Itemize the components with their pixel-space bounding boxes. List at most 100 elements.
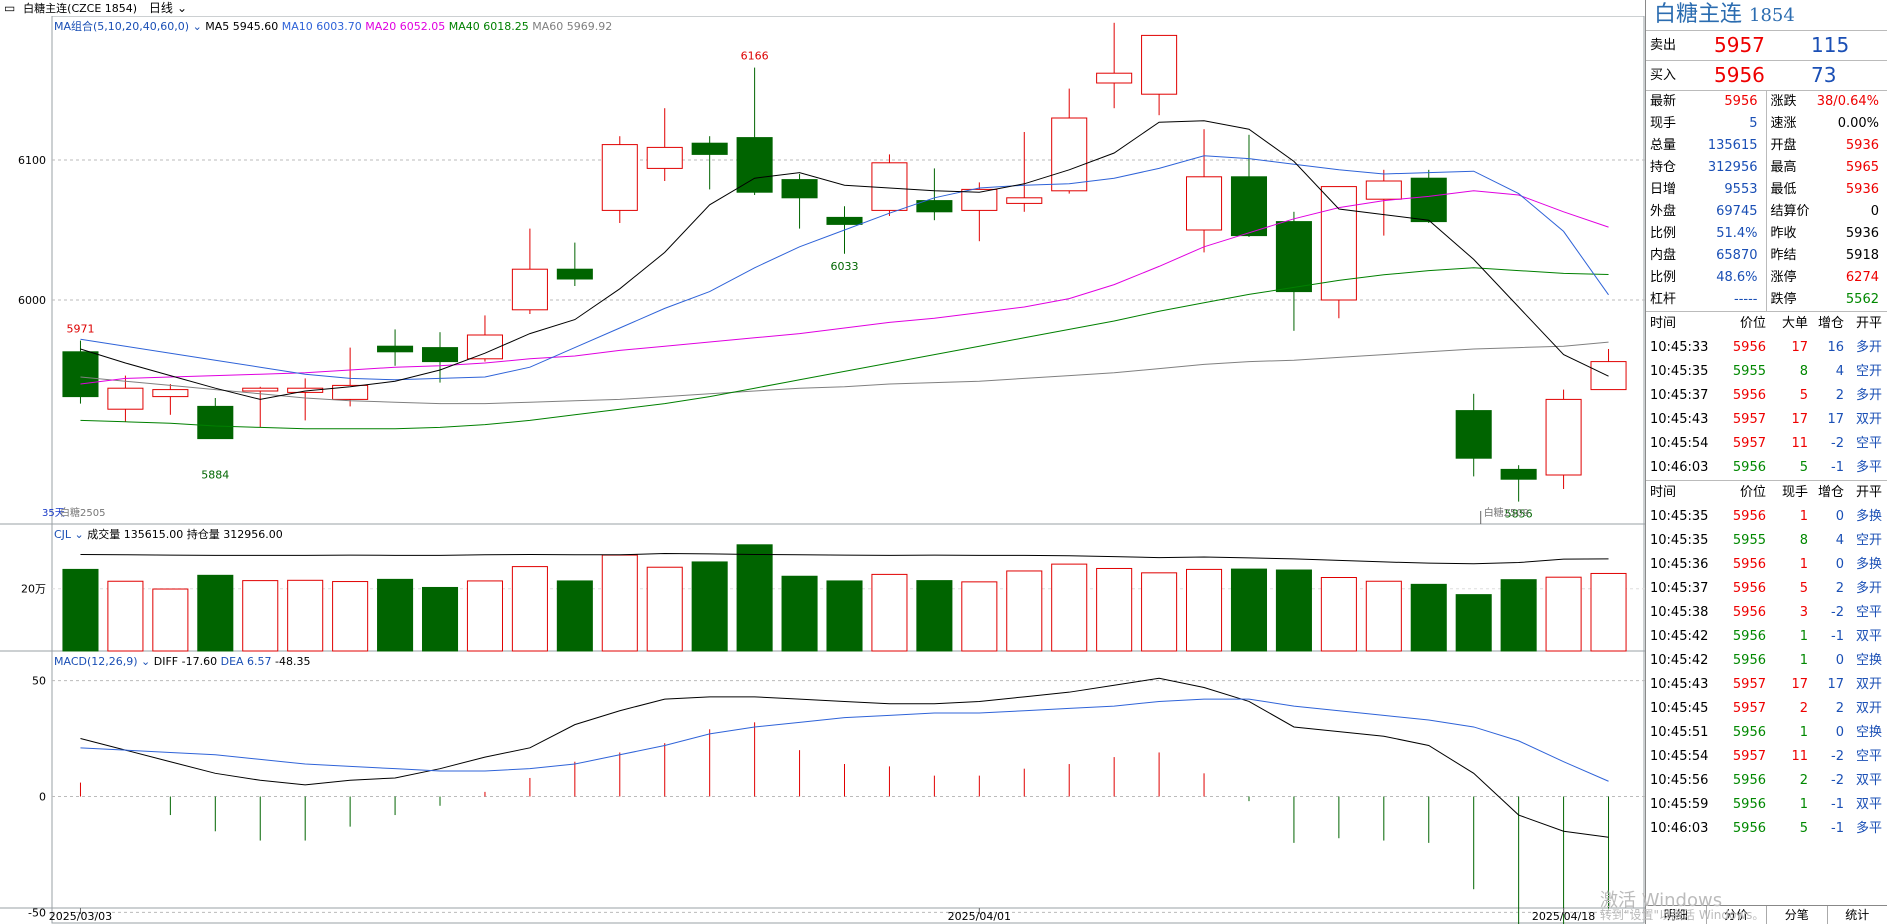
- candle-body: [1275, 221, 1312, 293]
- stat-cell: 最高 5965: [1767, 157, 1887, 179]
- volume-bar: [152, 588, 189, 652]
- candle-body: [242, 387, 279, 392]
- stat-value: 5562: [1845, 292, 1879, 307]
- trade-row: 10:46:03 5956 5 -1 多平: [1646, 456, 1887, 480]
- trade-table-header: 时间 价位 现手 增仓 开平: [1646, 480, 1887, 505]
- x-tick-label: 2025/03/03: [49, 910, 112, 923]
- trade-cell: 4: [1835, 533, 1844, 548]
- bid-row: 买入 5956 73: [1650, 63, 1837, 87]
- trade-cell: 5956: [1732, 629, 1766, 644]
- stat-cell: 总量 135615: [1646, 135, 1767, 157]
- trade-row: 10:45:54 5957 11 -2 空平: [1646, 432, 1887, 456]
- extreme-label: 5884: [201, 468, 229, 481]
- stat-label: 总量: [1650, 138, 1677, 153]
- candle-body: [1230, 176, 1268, 237]
- ma40-line: [80, 267, 1609, 430]
- stat-label: 比例: [1650, 226, 1677, 241]
- stat-cell: 昨结 5918: [1767, 245, 1887, 267]
- header-cell: 大单: [1781, 316, 1808, 331]
- stat-label: 速涨: [1770, 116, 1797, 131]
- stat-label: 最低: [1770, 182, 1797, 197]
- trade-cell: 多换: [1855, 557, 1882, 572]
- trade-cell: 8: [1799, 364, 1808, 379]
- trade-cell: 双平: [1855, 797, 1882, 812]
- trade-cell: 5956: [1732, 773, 1766, 788]
- volume-bar: [1455, 594, 1492, 652]
- trade-cell: 1: [1799, 629, 1808, 644]
- stat-label: 涨停: [1770, 270, 1797, 285]
- candle-body: [1590, 361, 1627, 391]
- trade-cell: 空平: [1855, 749, 1882, 764]
- ma5-line: [80, 120, 1609, 400]
- candle-body: [1365, 180, 1402, 200]
- stat-cell: 杠杆 -----: [1646, 289, 1767, 311]
- watermark-line1: 激活 Windows: [1600, 890, 1723, 911]
- stat-label: 外盘: [1650, 204, 1677, 219]
- trade-cell: 空平: [1855, 436, 1882, 451]
- trade-cell: 0: [1835, 557, 1844, 572]
- trade-cell: 空换: [1855, 653, 1882, 668]
- trade-cell: 2: [1835, 388, 1844, 403]
- candle-body: [1410, 177, 1447, 223]
- trade-cell: 10:45:35: [1650, 533, 1709, 548]
- trade-row: 10:45:35 5956 1 0 多换: [1646, 505, 1887, 529]
- trade-cell: 空开: [1855, 533, 1882, 548]
- macd-legend: MACD(12,26,9) ⌄ DIFF -17.60 DEA 6.57 -48…: [54, 655, 311, 668]
- volume-bar: [62, 568, 99, 652]
- stat-value: 48.6%: [1716, 270, 1758, 285]
- candle-body: [62, 351, 99, 398]
- volume-bar: [197, 574, 234, 652]
- candle-body: [916, 200, 953, 213]
- trade-cell: 10:45:51: [1650, 725, 1709, 740]
- tab-明细[interactable]: 明细: [1646, 906, 1707, 924]
- trade-cell: 5: [1799, 388, 1808, 403]
- stat-label: 昨结: [1770, 248, 1797, 263]
- trade-cell: 双开: [1855, 701, 1882, 716]
- stat-value: 5: [1749, 116, 1758, 131]
- trade-cell: -2: [1831, 436, 1844, 451]
- trade-cell: 5956: [1732, 821, 1766, 836]
- period-selector[interactable]: 日线 ⌄: [148, 1, 187, 15]
- tab-分价[interactable]: 分价: [1707, 906, 1767, 924]
- tab-统计[interactable]: 统计: [1828, 906, 1887, 924]
- trade-cell: 0: [1835, 509, 1844, 524]
- candle-body: [1455, 410, 1492, 459]
- kline-chart[interactable]: 6100 6000 20万 50 0 -50 5971 5884 6166 6033 6198 585…: [0, 16, 1645, 924]
- header-cell: 开平: [1855, 485, 1882, 500]
- candle-body: [826, 216, 863, 225]
- trade-cell: 10:45:36: [1650, 557, 1709, 572]
- volume-bar: [511, 566, 548, 652]
- trade-cell: 0: [1835, 725, 1844, 740]
- tab-分笔[interactable]: 分笔: [1767, 906, 1828, 924]
- trade-cell: 5956: [1732, 340, 1766, 355]
- volume-bar: [1096, 567, 1133, 652]
- candle-body: [601, 144, 638, 211]
- trade-row: 10:45:42 5956 1 0 空换: [1646, 649, 1887, 673]
- trade-row: 10:45:54 5957 11 -2 空平: [1646, 745, 1887, 769]
- trade-cell: 空平: [1855, 605, 1882, 620]
- trade-cell: 5956: [1732, 797, 1766, 812]
- trade-cell: -1: [1831, 460, 1844, 475]
- stat-label: 涨跌: [1770, 94, 1797, 109]
- volume-bar: [1230, 568, 1268, 652]
- contract-days-label: 35天: [42, 508, 65, 519]
- volume-bar: [1006, 570, 1043, 652]
- trade-cell: 10:45:43: [1650, 412, 1709, 427]
- menu-icon[interactable]: ▭: [4, 1, 16, 15]
- volume-bar: [871, 573, 908, 652]
- macd-tick-label: -50: [28, 906, 46, 919]
- stat-cell: 开盘 5936: [1767, 135, 1887, 157]
- trade-cell: 2: [1835, 701, 1844, 716]
- volume-bar: [1275, 569, 1312, 652]
- trade-cell: -1: [1831, 797, 1844, 812]
- header-cell: 开平: [1855, 316, 1882, 331]
- volume-bar: [242, 580, 279, 652]
- trade-cell: 5956: [1732, 605, 1766, 620]
- volume-bar: [1545, 576, 1582, 652]
- quote-stats: 最新 5956 涨跌 38/0.64% 现手 5 速涨 0.00% 总量 135615 开盘 5936…: [1646, 91, 1887, 311]
- stat-cell: 日增 9553: [1646, 179, 1767, 201]
- trade-cell: -1: [1831, 629, 1844, 644]
- trade-cell: 双平: [1855, 773, 1882, 788]
- stat-value: -----: [1734, 292, 1758, 307]
- candle-body: [511, 268, 548, 311]
